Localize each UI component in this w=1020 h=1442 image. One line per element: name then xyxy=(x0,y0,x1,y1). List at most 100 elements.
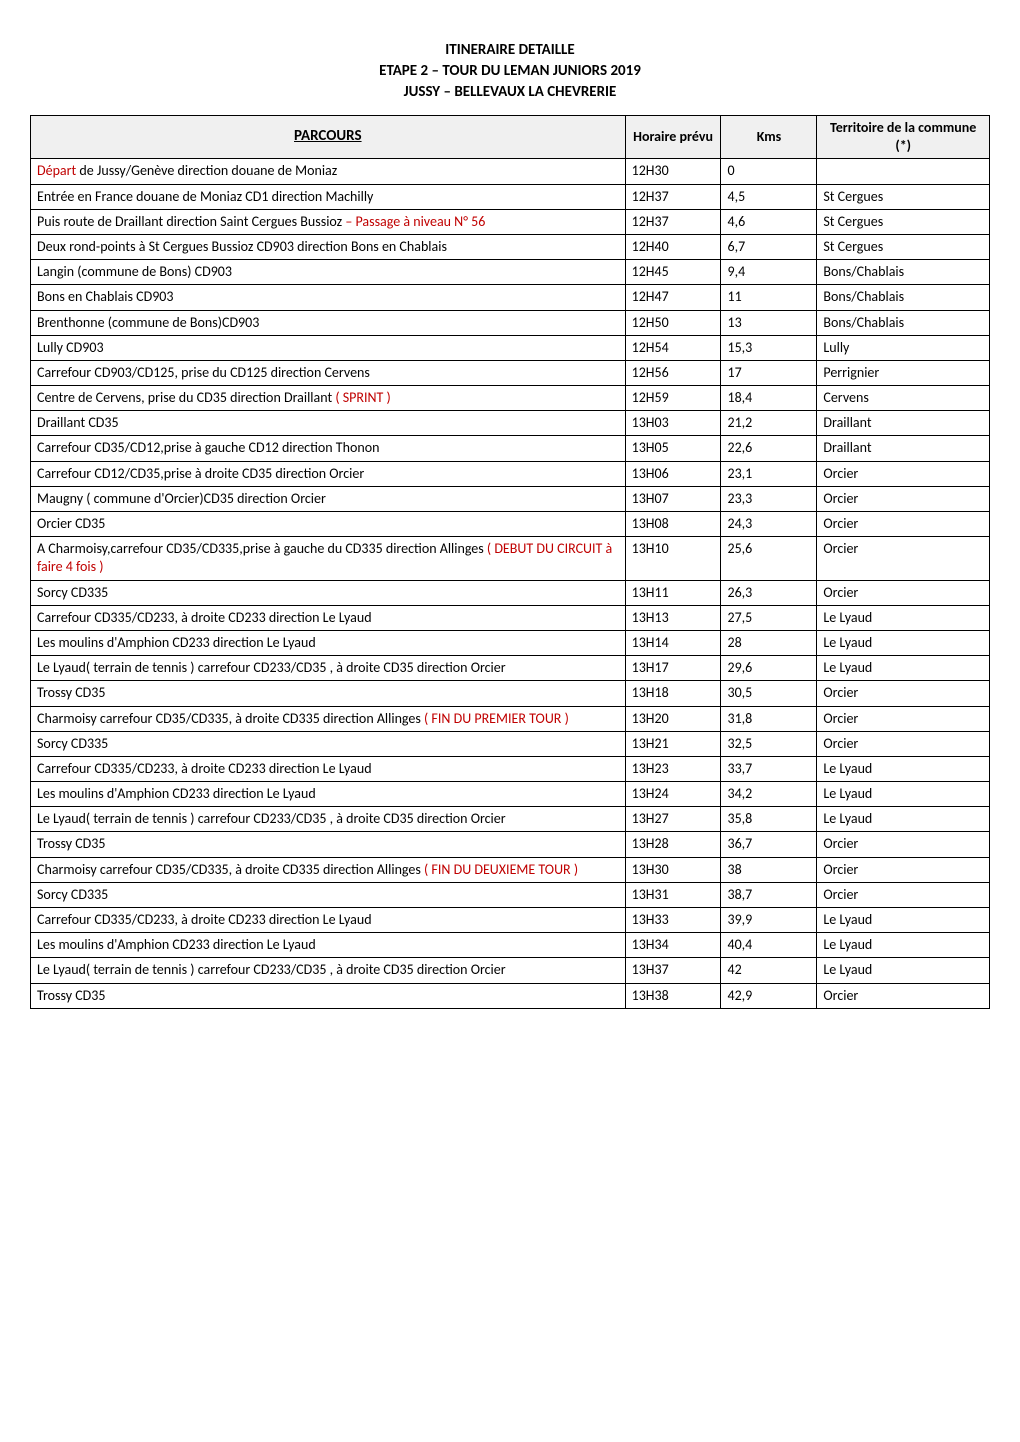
table-row: Charmoisy carrefour CD35/CD335, à droite… xyxy=(31,706,990,731)
col-header-horaire: Horaire prévu xyxy=(625,116,721,159)
cell-horaire: 12H56 xyxy=(625,360,721,385)
cell-kms: 26,3 xyxy=(721,580,817,605)
parcours-text: Bons en Chablais CD903 xyxy=(37,288,174,305)
cell-kms: 17 xyxy=(721,360,817,385)
cell-horaire: 12H40 xyxy=(625,234,721,259)
cell-parcours: Le Lyaud( terrain de tennis ) carrefour … xyxy=(31,656,626,681)
cell-horaire: 13H24 xyxy=(625,782,721,807)
parcours-text: Les moulins d'Amphion CD233 direction Le… xyxy=(37,936,316,953)
cell-kms: 21,2 xyxy=(721,411,817,436)
cell-commune: Le Lyaud xyxy=(817,656,990,681)
cell-kms: 0 xyxy=(721,159,817,184)
cell-parcours: Deux rond-points à St Cergues Bussioz CD… xyxy=(31,234,626,259)
cell-parcours: Orcier CD35 xyxy=(31,512,626,537)
itinerary-table: PARCOURS Horaire prévu Kms Territoire de… xyxy=(30,115,990,1009)
cell-parcours: Puis route de Draillant direction Saint … xyxy=(31,209,626,234)
cell-kms: 15,3 xyxy=(721,335,817,360)
cell-parcours: Carrefour CD12/CD35,prise à droite CD35 … xyxy=(31,461,626,486)
parcours-text: Sorcy CD335 xyxy=(37,584,108,601)
cell-parcours: Les moulins d'Amphion CD233 direction Le… xyxy=(31,630,626,655)
cell-commune: Orcier xyxy=(817,512,990,537)
cell-commune: Le Lyaud xyxy=(817,782,990,807)
cell-kms: 18,4 xyxy=(721,386,817,411)
header-line-3: JUSSY – BELLEVAUX LA CHEVRERIE xyxy=(30,82,990,103)
cell-parcours: Langin (commune de Bons) CD903 xyxy=(31,260,626,285)
cell-parcours: Draillant CD35 xyxy=(31,411,626,436)
cell-kms: 42,9 xyxy=(721,983,817,1008)
cell-horaire: 13H06 xyxy=(625,461,721,486)
cell-horaire: 13H08 xyxy=(625,512,721,537)
cell-horaire: 13H18 xyxy=(625,681,721,706)
parcours-text-rest: de Jussy/Genève direction douane de Moni… xyxy=(76,162,337,179)
table-row: Les moulins d'Amphion CD233 direction Le… xyxy=(31,630,990,655)
cell-commune: Orcier xyxy=(817,832,990,857)
cell-kms: 34,2 xyxy=(721,782,817,807)
cell-parcours: Carrefour CD335/CD233, à droite CD233 di… xyxy=(31,605,626,630)
cell-horaire: 12H50 xyxy=(625,310,721,335)
table-row: Les moulins d'Amphion CD233 direction Le… xyxy=(31,782,990,807)
table-row: Maugny ( commune d'Orcier)CD35 direction… xyxy=(31,486,990,511)
cell-kms: 23,3 xyxy=(721,486,817,511)
cell-kms: 38,7 xyxy=(721,882,817,907)
parcours-text: Trossy CD35 xyxy=(37,987,105,1004)
cell-parcours: Charmoisy carrefour CD35/CD335, à droite… xyxy=(31,706,626,731)
parcours-suffix: ( FIN DU DEUXIEME TOUR ) xyxy=(424,861,578,878)
cell-commune: Le Lyaud xyxy=(817,756,990,781)
cell-commune: Lully xyxy=(817,335,990,360)
table-row: Orcier CD3513H0824,3Orcier xyxy=(31,512,990,537)
table-row: Les moulins d'Amphion CD233 direction Le… xyxy=(31,933,990,958)
parcours-text: Centre de Cervens, prise du CD35 directi… xyxy=(37,389,335,406)
cell-parcours: Carrefour CD35/CD12,prise à gauche CD12 … xyxy=(31,436,626,461)
table-row: Carrefour CD335/CD233, à droite CD233 di… xyxy=(31,908,990,933)
cell-parcours: Carrefour CD335/CD233, à droite CD233 di… xyxy=(31,756,626,781)
table-row: Sorcy CD33513H2132,5Orcier xyxy=(31,731,990,756)
cell-horaire: 12H45 xyxy=(625,260,721,285)
cell-commune: Le Lyaud xyxy=(817,908,990,933)
cell-parcours: Trossy CD35 xyxy=(31,681,626,706)
parcours-text: Carrefour CD335/CD233, à droite CD233 di… xyxy=(37,760,372,777)
table-row: A Charmoisy,carrefour CD35/CD335,prise à… xyxy=(31,537,990,580)
cell-horaire: 13H27 xyxy=(625,807,721,832)
cell-horaire: 13H37 xyxy=(625,958,721,983)
parcours-suffix: ( FIN DU PREMIER TOUR ) xyxy=(424,710,569,727)
cell-kms: 42 xyxy=(721,958,817,983)
cell-commune: Draillant xyxy=(817,436,990,461)
cell-commune: Cervens xyxy=(817,386,990,411)
cell-kms: 31,8 xyxy=(721,706,817,731)
cell-kms: 11 xyxy=(721,285,817,310)
cell-horaire: 12H37 xyxy=(625,209,721,234)
parcours-text: Les moulins d'Amphion CD233 direction Le… xyxy=(37,785,316,802)
table-row: Centre de Cervens, prise du CD35 directi… xyxy=(31,386,990,411)
cell-parcours: Le Lyaud( terrain de tennis ) carrefour … xyxy=(31,958,626,983)
table-row: Langin (commune de Bons) CD90312H459,4Bo… xyxy=(31,260,990,285)
table-row: Le Lyaud( terrain de tennis ) carrefour … xyxy=(31,656,990,681)
table-row: Charmoisy carrefour CD35/CD335, à droite… xyxy=(31,857,990,882)
parcours-text: Maugny ( commune d'Orcier)CD35 direction… xyxy=(37,490,326,507)
cell-horaire: 13H38 xyxy=(625,983,721,1008)
parcours-text: Les moulins d'Amphion CD233 direction Le… xyxy=(37,634,316,651)
table-row: Départ de Jussy/Genève direction douane … xyxy=(31,159,990,184)
cell-kms: 39,9 xyxy=(721,908,817,933)
cell-horaire: 12H37 xyxy=(625,184,721,209)
table-row: Carrefour CD903/CD125, prise du CD125 di… xyxy=(31,360,990,385)
cell-kms: 22,6 xyxy=(721,436,817,461)
parcours-text: Carrefour CD335/CD233, à droite CD233 di… xyxy=(37,911,372,928)
cell-horaire: 13H14 xyxy=(625,630,721,655)
cell-horaire: 13H34 xyxy=(625,933,721,958)
parcours-text: Carrefour CD35/CD12,prise à gauche CD12 … xyxy=(37,439,379,456)
table-row: Carrefour CD35/CD12,prise à gauche CD12 … xyxy=(31,436,990,461)
cell-horaire: 12H47 xyxy=(625,285,721,310)
parcours-text: Entrée en France douane de Moniaz CD1 di… xyxy=(37,188,373,205)
parcours-text: Charmoisy carrefour CD35/CD335, à droite… xyxy=(37,710,424,727)
parcours-suffix: ( SPRINT ) xyxy=(335,389,390,406)
table-row: Lully CD90312H5415,3Lully xyxy=(31,335,990,360)
cell-horaire: 13H03 xyxy=(625,411,721,436)
cell-parcours: Sorcy CD335 xyxy=(31,580,626,605)
col-header-commune: Territoire de la commune (*) xyxy=(817,116,990,159)
table-row: Puis route de Draillant direction Saint … xyxy=(31,209,990,234)
parcours-text: Départ xyxy=(37,162,76,179)
parcours-text: A Charmoisy,carrefour CD35/CD335,prise à… xyxy=(37,540,487,557)
parcours-text: Sorcy CD335 xyxy=(37,886,108,903)
cell-kms: 36,7 xyxy=(721,832,817,857)
cell-horaire: 13H07 xyxy=(625,486,721,511)
